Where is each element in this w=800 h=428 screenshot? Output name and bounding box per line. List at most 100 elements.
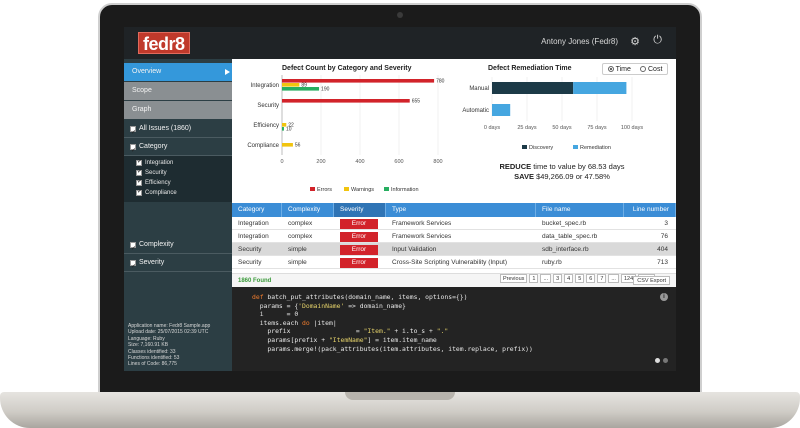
legend-swatch — [384, 187, 389, 191]
table-cell: complex — [288, 220, 313, 227]
code-token: items.each — [252, 318, 303, 327]
table-cell: Cross-Site Scripting Vulnerability (Inpu… — [392, 259, 507, 266]
legend-swatch — [573, 145, 578, 149]
found-count: 1860 Found — [238, 278, 272, 284]
code-block: def batch_put_attributes(domain_name, it… — [252, 293, 676, 353]
app-info-line: Language: Ruby — [128, 335, 165, 342]
webcam — [397, 12, 403, 18]
table-row[interactable]: Integration complex Error Framework Service… — [232, 230, 676, 243]
checkbox-severity[interactable] — [130, 258, 136, 276]
category-item[interactable]: Integration — [136, 158, 232, 168]
slide-dot[interactable] — [663, 358, 668, 363]
code-line: prefix = "Item." + i.to_s + "." — [252, 327, 676, 336]
filter-all-issues[interactable]: All Issues (1860) — [124, 120, 232, 142]
header-line-number[interactable]: Line number — [624, 203, 676, 217]
pager-item[interactable]: 7 — [597, 274, 607, 283]
legend-label: Remediation — [580, 145, 611, 151]
stacked-bar[interactable] — [492, 104, 511, 116]
gear-icon[interactable]: ⚙ — [630, 36, 640, 48]
checkbox-integration[interactable] — [136, 158, 142, 166]
code-line: def batch_put_attributes(domain_name, it… — [252, 293, 676, 302]
filter-severity[interactable]: Severity — [124, 254, 232, 276]
data-label: 22 — [288, 122, 294, 128]
user-name[interactable]: Antony Jones (Fedr8) — [541, 37, 618, 46]
app-info-line: Lines of Code: 86,775 — [128, 361, 177, 368]
header-file-name[interactable]: File name — [536, 203, 624, 217]
table-cell: bucket_spec.rb — [542, 220, 587, 227]
checkbox-all-issues[interactable] — [130, 124, 136, 142]
category-label: Security — [257, 103, 279, 109]
severity-badge: Error — [340, 232, 378, 242]
table-row[interactable]: Security simple Error Input Validation sdb_i… — [232, 243, 676, 256]
category-item[interactable]: Security — [136, 168, 232, 178]
nav-scope[interactable]: Scope — [124, 82, 232, 100]
time-cost-toggle[interactable]: Time Cost — [602, 63, 668, 75]
slide-dots — [655, 358, 668, 363]
header-severity[interactable]: Severity — [334, 203, 386, 217]
checkbox-category[interactable] — [130, 142, 136, 160]
all-issues-label: All Issues (1860) — [139, 124, 192, 132]
pager-item[interactable]: 4 — [564, 274, 574, 283]
category-item[interactable]: Efficiency — [136, 178, 232, 188]
checkbox-security[interactable] — [136, 168, 142, 176]
bar[interactable] — [282, 143, 293, 147]
table-row[interactable]: Security simple Error Cross-Site Scripting … — [232, 256, 676, 269]
toggle-cost[interactable]: Cost — [640, 65, 663, 73]
header-type[interactable]: Type — [386, 203, 536, 217]
category-item[interactable]: Compliance — [136, 188, 232, 198]
checkbox-efficiency[interactable] — [136, 178, 142, 186]
table-row[interactable]: Integration complex Error Framework Service… — [232, 217, 676, 230]
data-label: 10 — [286, 126, 292, 132]
code-token: ] = item.item_name — [367, 335, 437, 344]
table-cell: 3 — [664, 220, 668, 227]
csv-export-button[interactable]: CSV Export — [633, 276, 670, 285]
bar[interactable] — [282, 87, 320, 91]
power-icon[interactable]: ⏻ — [653, 34, 662, 46]
complexity-label: Complexity — [139, 240, 174, 248]
code-token: |item| — [309, 318, 337, 327]
checkbox-complexity[interactable] — [130, 240, 136, 258]
info-icon[interactable]: i — [660, 293, 668, 301]
pager-item[interactable]: Previous — [500, 274, 528, 283]
toggle-time[interactable]: Time — [607, 65, 631, 73]
pager-item[interactable]: 1 — [529, 274, 539, 283]
nav-graph[interactable]: Graph — [124, 101, 232, 119]
bar[interactable] — [282, 99, 410, 103]
x-tick-label: 800 — [433, 159, 442, 165]
bar[interactable] — [282, 127, 284, 131]
app-info: Application name: Fedr8 Sample.app Uploa… — [128, 323, 210, 368]
filter-category[interactable]: Category — [124, 138, 232, 160]
data-label: 780 — [436, 78, 445, 84]
toggle-cost-label: Cost — [648, 65, 663, 73]
pager-item[interactable]: 5 — [575, 274, 585, 283]
pager-item[interactable]: 3 — [553, 274, 563, 283]
radio-time[interactable] — [607, 65, 614, 72]
code-token: params.merge!(pack_attributes(item.attri… — [252, 344, 533, 353]
slide-dot[interactable] — [655, 358, 660, 363]
bar[interactable] — [282, 123, 287, 127]
fedr8-logo[interactable]: fedr8 — [138, 32, 190, 54]
table-cell: ruby.rb — [542, 259, 562, 266]
stacked-bar[interactable] — [492, 82, 574, 94]
stacked-bar[interactable] — [573, 82, 627, 94]
code-token: "." — [436, 327, 449, 336]
bar[interactable] — [282, 79, 435, 83]
nav-overview[interactable]: Overview — [124, 63, 232, 81]
header-complexity[interactable]: Complexity — [282, 203, 334, 217]
category-label: Efficiency — [253, 123, 279, 129]
table-cell: Framework Services — [392, 220, 452, 227]
bar[interactable] — [282, 83, 300, 87]
table-cell: Error — [334, 256, 386, 268]
pager-item[interactable]: 6 — [586, 274, 596, 283]
filter-complexity[interactable]: Complexity — [124, 236, 232, 258]
table-cell: 404 — [657, 246, 668, 253]
table-cell: 76 — [660, 233, 668, 240]
table-cell: 713 — [657, 259, 668, 266]
table-cell: sdb_interface.rb — [542, 246, 589, 253]
table-cell: Framework Services — [392, 233, 452, 240]
header-category[interactable]: Category — [232, 203, 282, 217]
checkbox-compliance[interactable] — [136, 188, 142, 196]
category-item-label: Efficiency — [145, 180, 171, 186]
radio-cost[interactable] — [640, 65, 646, 72]
pager-item: ... — [540, 274, 552, 283]
